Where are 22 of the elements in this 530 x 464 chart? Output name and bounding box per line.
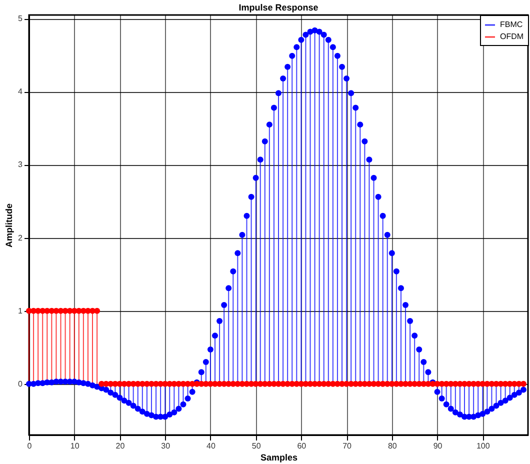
x-tick-label: 80 [388, 442, 398, 450]
x-tick-label: 60 [297, 442, 307, 450]
x-tick-label: 0 [27, 442, 32, 450]
x-tick-label: 90 [433, 442, 443, 450]
x-tick-label: 10 [70, 442, 80, 450]
x-tick-label: 20 [116, 442, 126, 450]
x-tick-label: 70 [342, 442, 352, 450]
y-tick-label: 1 [18, 306, 24, 316]
y-tick-label: 4 [18, 87, 24, 96]
x-tick-label: 50 [252, 442, 262, 450]
y-tick-label: 5 [18, 14, 24, 24]
y-axis-title: Amplitude [4, 204, 14, 248]
y-tick-label: 3 [18, 160, 24, 170]
y-tick-label: 0 [18, 379, 24, 388]
x-tick-label: 30 [161, 442, 171, 450]
legend-label: FBMC [500, 20, 523, 29]
x-tick-label: 40 [206, 442, 216, 450]
legend-label: OFDM [500, 32, 524, 41]
chart-title: Impulse Response [238, 2, 318, 13]
x-axis-title: Samples [260, 452, 298, 462]
x-tick-label: 100 [476, 442, 490, 450]
y-tick-label: 2 [18, 233, 24, 242]
